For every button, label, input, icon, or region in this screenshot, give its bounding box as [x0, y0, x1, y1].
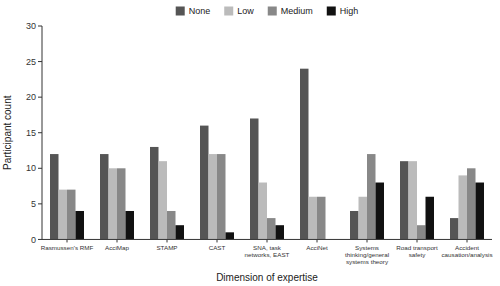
x-tick-label: Systemsthinking/generalsystems theory — [345, 244, 389, 265]
bar — [250, 118, 259, 239]
legend-label: None — [189, 6, 211, 16]
bar — [259, 183, 268, 240]
x-tick-label: AcciNet — [306, 244, 328, 251]
y-tick-label: 20 — [26, 92, 36, 102]
legend-label: Low — [237, 6, 254, 16]
y-tick — [38, 132, 42, 133]
legend-swatch — [268, 7, 277, 16]
bar — [176, 225, 185, 239]
y-tick — [38, 97, 42, 98]
bar — [409, 161, 418, 239]
y-tick — [38, 203, 42, 204]
x-tick-label: SNA, tasknetworks, EAST — [245, 244, 290, 258]
legend: None Low Medium High — [176, 6, 359, 16]
y-tick — [38, 26, 42, 27]
bar — [226, 232, 235, 239]
legend-label: High — [340, 6, 359, 16]
bar — [67, 190, 76, 240]
x-tick — [117, 239, 118, 242]
y-tick-label: 10 — [26, 163, 36, 173]
x-tick — [467, 239, 468, 242]
bar — [150, 147, 159, 239]
bar — [400, 161, 409, 239]
bar — [359, 197, 368, 240]
bar — [267, 218, 276, 239]
bar — [367, 154, 376, 239]
y-tick-label: 5 — [31, 199, 36, 209]
bar — [350, 211, 359, 239]
bar — [426, 197, 435, 240]
chart: 0 5 10 15 20 25 30 Rasmussen's RMF AcciMap STAMP C… — [0, 0, 500, 286]
y-axis-title: Participant count — [2, 95, 13, 170]
legend-swatch — [327, 7, 336, 16]
bar — [126, 211, 135, 239]
bar — [376, 183, 385, 240]
x-tick — [367, 239, 368, 242]
bar — [59, 190, 68, 240]
x-tick-label: Road transportsafety — [396, 244, 438, 258]
x-tick — [167, 239, 168, 242]
y-tick — [38, 168, 42, 169]
y-tick — [38, 61, 42, 62]
y-tick-label: 15 — [26, 128, 36, 138]
y-tick-label: 25 — [26, 57, 36, 67]
bars — [50, 69, 484, 240]
y-tick — [38, 239, 42, 240]
bar — [217, 154, 226, 239]
bar — [417, 225, 426, 239]
y-tick-label: 0 — [31, 235, 36, 245]
bar — [300, 69, 309, 240]
x-tick — [67, 239, 68, 242]
bar — [117, 168, 126, 239]
legend-label: Medium — [281, 6, 313, 16]
bar — [309, 197, 318, 240]
x-tick — [317, 239, 318, 242]
legend-swatch — [176, 7, 185, 16]
bar — [450, 218, 459, 239]
x-tick-label: STAMP — [156, 244, 177, 251]
bar — [167, 211, 176, 239]
bar — [467, 168, 476, 239]
x-axis-title: Dimension of expertise — [216, 272, 318, 283]
bar — [317, 197, 326, 240]
y-tick-label: 30 — [26, 21, 36, 31]
bar — [109, 168, 118, 239]
legend-swatch — [224, 7, 233, 16]
x-tick-label: Rasmussen's RMF — [41, 244, 94, 251]
x-tick-label: CAST — [209, 244, 226, 251]
bar — [459, 175, 468, 239]
bar — [76, 211, 85, 239]
bar — [50, 154, 59, 239]
x-tick — [267, 239, 268, 242]
bar — [476, 183, 485, 240]
bar — [200, 126, 209, 240]
x-tick-label: AcciMap — [105, 244, 129, 251]
x-tick — [217, 239, 218, 242]
bar — [209, 154, 218, 239]
bar — [100, 154, 109, 239]
x-tick-label: Accidentcausation/analysis — [441, 244, 492, 258]
x-tick — [417, 239, 418, 242]
bar — [159, 161, 168, 239]
bar — [276, 225, 285, 239]
